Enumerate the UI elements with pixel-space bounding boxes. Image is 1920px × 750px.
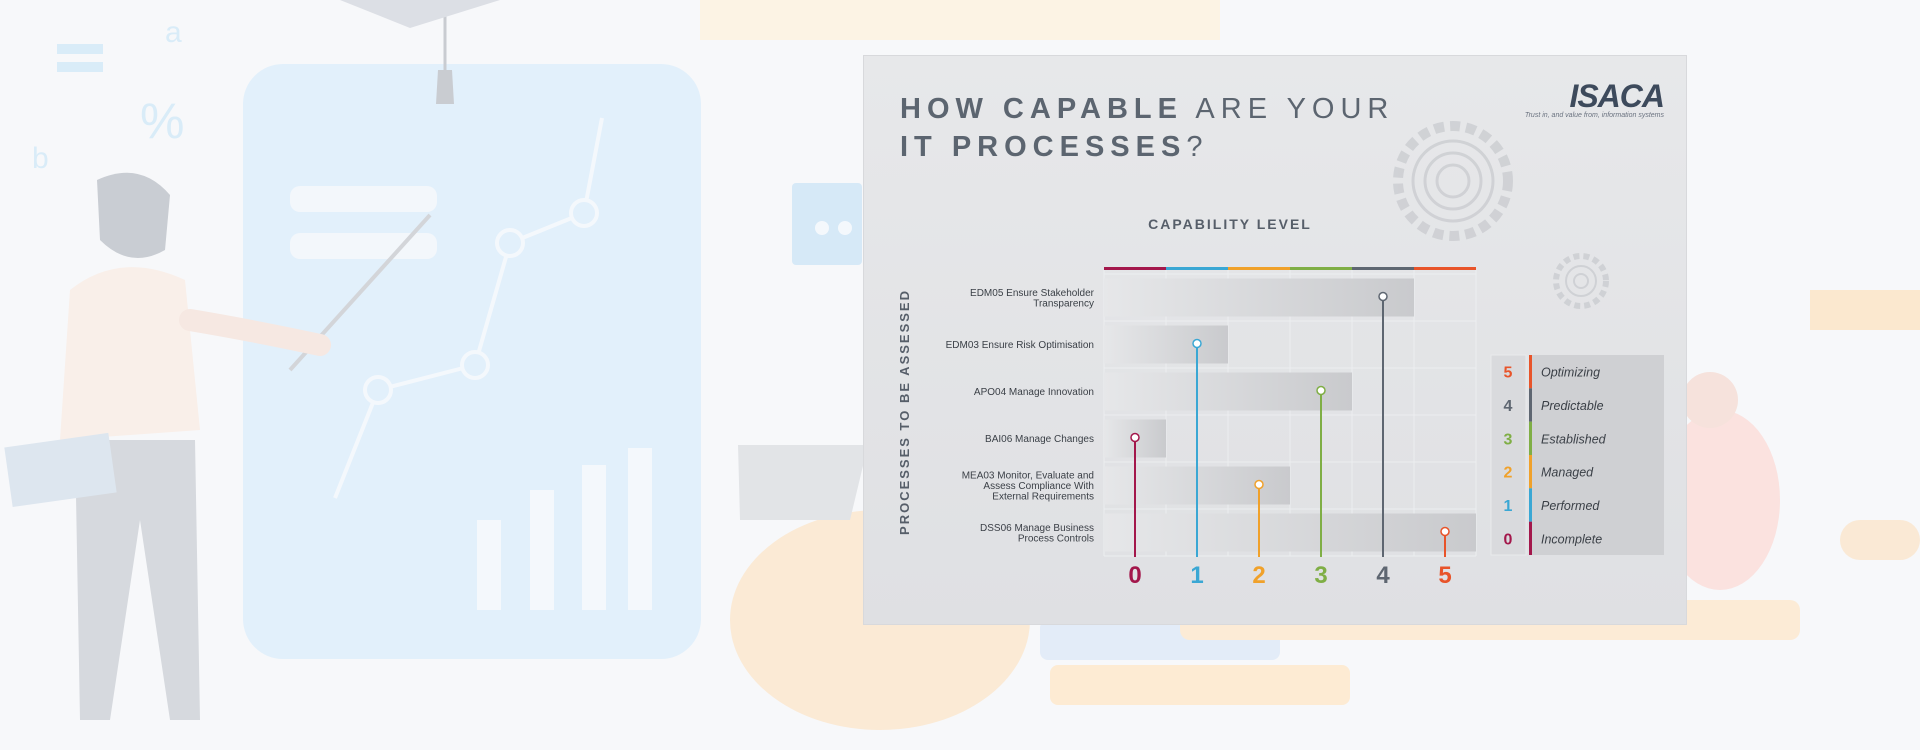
capability-bar — [1104, 513, 1476, 552]
legend-level: 5 — [1504, 365, 1513, 382]
x-tick-label: 4 — [1376, 562, 1390, 589]
gear-icon — [1393, 121, 1513, 241]
category-label: EDM03 Ensure Risk Optimisation — [946, 340, 1094, 351]
legend-level: 4 — [1504, 398, 1513, 415]
svg-text:b: b — [32, 142, 49, 175]
legend-color-bar — [1529, 388, 1532, 422]
legend-color-bar — [1529, 521, 1532, 555]
legend-color-bar — [1529, 421, 1532, 455]
level-color-segment — [1352, 267, 1414, 270]
capability-marker — [1130, 432, 1140, 443]
legend-level: 0 — [1504, 531, 1513, 548]
legend-label: Incomplete — [1541, 532, 1602, 546]
svg-text:%: % — [140, 93, 184, 149]
category-label: MEA03 Monitor, Evaluate and Assess Compli… — [962, 471, 1094, 503]
legend-label-panel — [1529, 355, 1664, 555]
chart-title: CAPABILITY LEVEL — [1148, 216, 1312, 232]
x-tick-label: 3 — [1314, 562, 1327, 589]
capability-marker — [1378, 291, 1388, 302]
capability-marker — [1254, 479, 1264, 490]
capability-marker — [1192, 338, 1202, 349]
level-color-segment — [1166, 267, 1228, 270]
svg-text:a: a — [165, 16, 182, 49]
small-gear-icon — [1553, 253, 1609, 309]
x-tick-label: 1 — [1190, 562, 1203, 589]
x-tick-label: 5 — [1438, 562, 1451, 589]
category-label: DSS06 Manage Business Process Controls — [980, 523, 1094, 545]
category-label: APO04 Manage Innovation — [974, 387, 1094, 398]
x-tick-label: 0 — [1128, 562, 1141, 589]
level-color-segment — [1290, 267, 1352, 270]
legend-label: Established — [1541, 432, 1607, 446]
infographic-card: HOW CAPABLE ARE YOUR IT PROCESSES? ISACA… — [864, 56, 1686, 624]
capability-bar — [1104, 325, 1228, 364]
legend-level: 3 — [1504, 431, 1513, 448]
legend-label: Optimizing — [1541, 366, 1600, 380]
legend-label: Managed — [1541, 466, 1594, 480]
legend-number-panel — [1490, 354, 1527, 556]
level-color-segment — [1228, 267, 1290, 270]
capability-marker — [1316, 385, 1326, 396]
capability-bar — [1104, 372, 1352, 411]
legend-label: Predictable — [1541, 399, 1604, 413]
capability-chart: CAPABILITY LEVEL PROCESSES TO BE ASSESSE… — [897, 121, 1664, 589]
page-title: HOW CAPABLE ARE YOUR IT PROCESSES? — [900, 93, 1395, 163]
x-tick-label: 2 — [1252, 562, 1265, 589]
category-label: BAI06 Manage Changes — [985, 434, 1094, 445]
legend-level: 1 — [1504, 498, 1513, 515]
capability-marker — [1440, 526, 1450, 537]
legend-color-bar — [1529, 488, 1532, 522]
legend-color-bar — [1529, 355, 1532, 389]
legend-color-bar — [1529, 455, 1532, 489]
capability-bar — [1104, 278, 1414, 317]
category-label: EDM05 Ensure Stakeholder Transparency — [970, 288, 1095, 310]
level-color-segment — [1104, 267, 1166, 270]
legend-label: Performed — [1541, 499, 1600, 513]
logo-tagline: Trust in, and value from, information sy… — [1524, 112, 1664, 119]
legend-level: 2 — [1504, 465, 1513, 482]
logo-word: ISACA — [1569, 78, 1665, 114]
y-axis-label: PROCESSES TO BE ASSESSED — [897, 289, 912, 535]
isaca-logo: ISACA Trust in, and value from, informat… — [1524, 78, 1665, 119]
level-color-segment — [1414, 267, 1476, 270]
